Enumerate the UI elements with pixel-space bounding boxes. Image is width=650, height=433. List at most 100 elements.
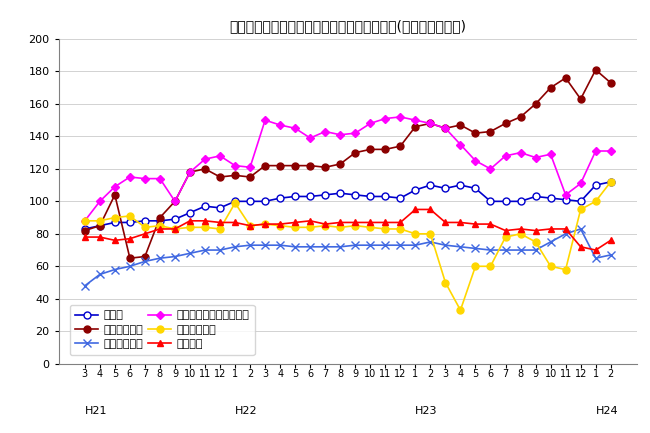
鉱工業 bbox=[367, 194, 374, 199]
輸送機械工業 bbox=[216, 226, 224, 232]
Text: H24: H24 bbox=[595, 406, 618, 416]
輸送機械工業 bbox=[141, 225, 149, 230]
電子部品･デバイス工業 bbox=[487, 166, 495, 171]
一般機械工業 bbox=[261, 163, 269, 168]
電子部品･デバイス工業 bbox=[306, 136, 314, 141]
電子部品･デバイス工業 bbox=[291, 126, 299, 131]
一般機械工業 bbox=[426, 121, 434, 126]
電気機械工業 bbox=[547, 239, 554, 245]
化学工業 bbox=[456, 220, 464, 225]
輸送機械工業 bbox=[291, 225, 299, 230]
電気機械工業 bbox=[367, 242, 374, 248]
電気機械工業 bbox=[171, 254, 179, 259]
鉱工業 bbox=[126, 220, 134, 225]
輸送機械工業 bbox=[231, 200, 239, 206]
輸送機械工業 bbox=[201, 225, 209, 230]
一般機械工業 bbox=[276, 163, 284, 168]
輸送機械工業 bbox=[577, 207, 584, 212]
一般機械工業 bbox=[111, 192, 119, 197]
Line: 一般機械工業: 一般機械工業 bbox=[81, 66, 614, 262]
化学工業 bbox=[547, 226, 554, 232]
化学工業 bbox=[81, 235, 88, 240]
鉱工業 bbox=[306, 194, 314, 199]
輸送機械工業 bbox=[471, 264, 479, 269]
電子部品･デバイス工業 bbox=[141, 176, 149, 181]
化学工業 bbox=[532, 228, 539, 233]
化学工業 bbox=[291, 220, 299, 225]
鉱工業 bbox=[456, 182, 464, 187]
鉱工業 bbox=[426, 182, 434, 187]
鉱工業 bbox=[471, 186, 479, 191]
Line: 電子部品･デバイス工業: 電子部品･デバイス工業 bbox=[82, 114, 614, 223]
電子部品･デバイス工業 bbox=[411, 117, 419, 123]
鉱工業 bbox=[141, 218, 149, 223]
輸送機械工業 bbox=[367, 225, 374, 230]
輸送機械工業 bbox=[441, 280, 449, 285]
化学工業 bbox=[592, 247, 599, 252]
鉱工業 bbox=[607, 179, 615, 184]
化学工業 bbox=[426, 207, 434, 212]
電子部品･デバイス工業 bbox=[231, 163, 239, 168]
化学工業 bbox=[246, 223, 254, 228]
電気機械工業 bbox=[352, 242, 359, 248]
輸送機械工業 bbox=[592, 199, 599, 204]
鉱工業 bbox=[592, 182, 599, 187]
Line: 電気機械工業: 電気機械工業 bbox=[81, 225, 615, 290]
輸送機械工業 bbox=[336, 225, 344, 230]
化学工業 bbox=[336, 220, 344, 225]
一般機械工業 bbox=[502, 121, 510, 126]
鉱工業 bbox=[336, 191, 344, 196]
電子部品･デバイス工業 bbox=[352, 131, 359, 136]
電子部品･デバイス工業 bbox=[126, 174, 134, 180]
電子部品･デバイス工業 bbox=[246, 165, 254, 170]
一般機械工業 bbox=[201, 166, 209, 171]
Line: 鉱工業: 鉱工業 bbox=[81, 178, 614, 233]
一般機械工業 bbox=[321, 165, 329, 170]
化学工業 bbox=[96, 235, 104, 240]
電気機械工業 bbox=[562, 231, 569, 236]
電気機械工業 bbox=[532, 247, 539, 252]
一般機械工業 bbox=[456, 123, 464, 128]
一般機械工業 bbox=[96, 223, 104, 228]
電子部品･デバイス工業 bbox=[201, 157, 209, 162]
電気機械工業 bbox=[592, 255, 599, 261]
化学工業 bbox=[171, 226, 179, 232]
輸送機械工業 bbox=[96, 218, 104, 223]
電気機械工業 bbox=[141, 259, 149, 264]
電気機械工業 bbox=[231, 244, 239, 249]
一般機械工業 bbox=[81, 228, 88, 233]
一般機械工業 bbox=[411, 124, 419, 129]
電子部品･デバイス工業 bbox=[577, 181, 584, 186]
輸送機械工業 bbox=[276, 223, 284, 228]
鉱工業 bbox=[291, 194, 299, 199]
電気機械工業 bbox=[396, 242, 404, 248]
化学工業 bbox=[216, 220, 224, 225]
鉱工業 bbox=[547, 195, 554, 200]
輸送機械工業 bbox=[487, 264, 495, 269]
一般機械工業 bbox=[352, 150, 359, 155]
電気機械工業 bbox=[96, 272, 104, 277]
Text: H22: H22 bbox=[235, 406, 257, 416]
一般機械工業 bbox=[186, 170, 194, 175]
化学工業 bbox=[487, 221, 495, 227]
一般機械工業 bbox=[126, 255, 134, 261]
電子部品･デバイス工業 bbox=[471, 158, 479, 163]
電子部品･デバイス工業 bbox=[367, 121, 374, 126]
鉱工業 bbox=[352, 192, 359, 197]
化学工業 bbox=[141, 231, 149, 236]
一般機械工業 bbox=[171, 199, 179, 204]
輸送機械工業 bbox=[306, 225, 314, 230]
輸送機械工業 bbox=[156, 223, 164, 228]
電子部品･デバイス工業 bbox=[547, 152, 554, 157]
電気機械工業 bbox=[487, 247, 495, 252]
鉱工業 bbox=[186, 210, 194, 215]
電気機械工業 bbox=[607, 252, 615, 258]
化学工業 bbox=[577, 244, 584, 249]
輸送機械工業 bbox=[426, 231, 434, 236]
電気機械工業 bbox=[111, 267, 119, 272]
鉱工業 bbox=[502, 199, 510, 204]
電子部品･デバイス工業 bbox=[96, 199, 104, 204]
輸送機械工業 bbox=[352, 223, 359, 228]
一般機械工業 bbox=[216, 174, 224, 180]
鉱工業 bbox=[396, 195, 404, 200]
